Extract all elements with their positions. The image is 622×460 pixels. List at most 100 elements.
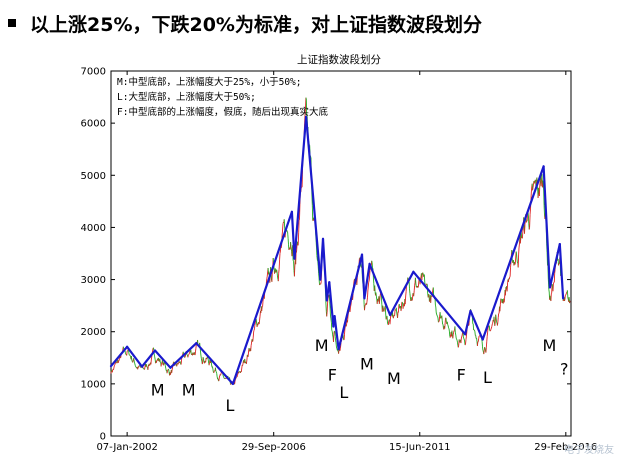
- price-segment: [124, 353, 127, 355]
- price-segment: [524, 224, 526, 234]
- annotation-label: L: [483, 368, 492, 387]
- price-segment: [451, 330, 453, 336]
- price-segment: [150, 356, 153, 360]
- price-segment: [437, 317, 439, 323]
- price-segment: [220, 373, 222, 376]
- price-segment: [518, 243, 520, 248]
- wave-segment: [389, 270, 415, 317]
- price-segment: [422, 272, 424, 274]
- price-segment: [506, 282, 509, 292]
- y-axis: 0 1000 2000 3000 4000 5000 6000 7000: [81, 67, 571, 443]
- y-tick-label: 1000: [81, 379, 106, 390]
- price-segment: [396, 312, 398, 316]
- wave-segment: [469, 309, 484, 341]
- price-segment: [397, 304, 400, 313]
- price-segment: [473, 329, 476, 332]
- price-segment: [530, 186, 533, 193]
- price-segment: [529, 214, 531, 228]
- price-segment: [159, 358, 161, 363]
- heading-text: 以上涨25%，下跌20%为标准，对上证指数波段划分: [30, 13, 482, 36]
- price-segment: [496, 321, 498, 324]
- x-axis: 07-Jan-2002 29-Sep-2006 15-Jun-2011 29-Feb-…: [96, 71, 597, 453]
- price-segment: [276, 275, 279, 280]
- annotation-label: L: [225, 396, 234, 415]
- price-segment: [328, 294, 331, 302]
- wave-segment: [412, 270, 467, 336]
- wave-segment: [481, 165, 545, 341]
- price-segment: [414, 277, 417, 284]
- price-segment: [510, 261, 512, 268]
- price-segment: [482, 349, 484, 353]
- price-segment: [252, 331, 255, 338]
- price-segment: [330, 318, 332, 323]
- legend: M:中型底部，上涨幅度大于25%，小于50%; L:大型底部，上涨幅度大于50%;…: [117, 76, 328, 118]
- price-segment: [539, 180, 541, 186]
- legend-entry: L:大型底部，上涨幅度大于50%;: [117, 91, 256, 103]
- price-segment: [542, 182, 545, 192]
- price-segment: [484, 347, 486, 349]
- price-segment: [372, 267, 374, 269]
- price-segment: [499, 298, 502, 305]
- price-segment: [245, 359, 248, 364]
- wave-segment: [558, 243, 565, 300]
- price-segment: [318, 277, 320, 285]
- price-segment: [332, 334, 334, 338]
- price-segment: [425, 283, 427, 286]
- wave-segment: [321, 237, 328, 302]
- price-segment: [166, 370, 168, 374]
- price-segment: [463, 338, 465, 340]
- price-segment: [261, 306, 263, 311]
- bullet-square-icon: [8, 19, 16, 27]
- price-segment: [320, 281, 322, 285]
- price-segment: [364, 303, 367, 305]
- price-segment: [114, 362, 117, 364]
- price-segment: [349, 306, 351, 313]
- price-segment: [442, 324, 444, 329]
- price-segment: [551, 284, 554, 287]
- price-segment: [133, 359, 135, 363]
- price-segment: [444, 322, 446, 329]
- annotation-label: F: [457, 366, 466, 385]
- price-segment: [207, 359, 210, 364]
- price-segment: [485, 341, 488, 348]
- price-segment: [516, 261, 519, 264]
- price-segment: [453, 330, 455, 333]
- price-segment: [149, 364, 151, 366]
- wave-segment: [333, 315, 340, 351]
- price-segment: [161, 362, 163, 364]
- price-segment: [335, 342, 337, 348]
- watermark: 电子发烧友: [564, 445, 614, 456]
- price-segment: [494, 321, 496, 326]
- wave-segment: [360, 253, 366, 300]
- price-segment: [154, 356, 156, 360]
- price-segment: [113, 367, 115, 370]
- price-segment: [394, 309, 396, 316]
- y-tick-label: 3000: [81, 275, 106, 286]
- price-segment: [292, 260, 294, 262]
- y-tick-label: 2000: [81, 327, 106, 338]
- wave-segment: [231, 210, 293, 385]
- wave-segment: [140, 349, 157, 368]
- price-segment: [448, 327, 450, 329]
- annotation-label: M: [360, 354, 374, 373]
- y-tick-label: 0: [100, 432, 106, 443]
- price-segment: [287, 231, 289, 239]
- price-segment: [325, 301, 327, 312]
- price-segment: [135, 366, 137, 368]
- price-segment: [487, 326, 489, 329]
- annotation-label: M: [387, 369, 401, 388]
- price-segment: [164, 365, 167, 369]
- price-segment: [490, 326, 493, 329]
- wave-segment-series: [109, 115, 565, 385]
- y-tick-label: 4000: [81, 223, 106, 234]
- wave-segment: [363, 262, 371, 300]
- price-segment: [456, 340, 458, 343]
- price-segment: [206, 357, 208, 360]
- x-tick-label: 29-Sep-2006: [242, 442, 306, 453]
- wave-segment: [328, 281, 335, 328]
- price-segment: [171, 367, 174, 370]
- price-segment: [266, 271, 269, 277]
- plot-frame: [110, 70, 572, 437]
- wave-segment: [548, 243, 561, 289]
